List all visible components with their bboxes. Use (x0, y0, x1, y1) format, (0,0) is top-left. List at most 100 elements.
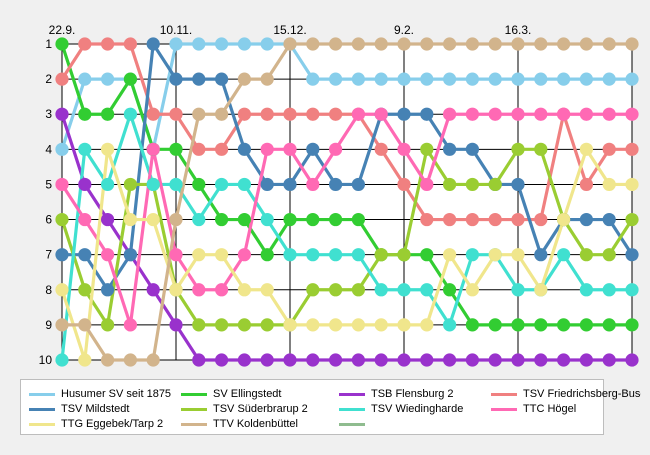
data-point (192, 37, 206, 51)
legend-swatch (29, 407, 55, 411)
data-point (306, 37, 320, 51)
legend-swatch (339, 407, 365, 411)
data-point (55, 283, 69, 297)
data-point (397, 142, 411, 156)
data-point (101, 212, 115, 227)
data-point (465, 142, 479, 156)
data-point (374, 37, 388, 51)
data-point (146, 353, 160, 367)
legend-label: Husumer SV seit 1875 (61, 388, 172, 400)
data-point (306, 212, 320, 227)
data-point (55, 353, 69, 367)
data-point (443, 283, 457, 297)
legend-swatch (181, 392, 207, 396)
data-point (237, 283, 251, 297)
legend-label: TTC Högel (523, 403, 577, 415)
data-point (146, 142, 160, 156)
data-point (101, 283, 115, 297)
data-point (101, 248, 115, 262)
data-point (625, 72, 639, 86)
data-point (579, 72, 594, 86)
data-point (488, 107, 502, 121)
data-point (602, 248, 616, 262)
data-point (55, 107, 69, 121)
data-point (443, 353, 457, 367)
data-point (374, 283, 388, 297)
y-tick-label: 5 (45, 177, 52, 191)
y-tick-label: 6 (45, 213, 52, 227)
data-point (443, 318, 457, 332)
data-point (169, 72, 183, 86)
data-point (397, 318, 411, 332)
data-point (237, 107, 251, 121)
data-point (351, 318, 365, 332)
data-point (602, 212, 616, 227)
data-point (351, 37, 365, 51)
data-point (625, 248, 639, 262)
data-point (215, 353, 229, 367)
data-point (260, 37, 274, 51)
legend-swatch (181, 422, 207, 426)
data-point (329, 318, 343, 332)
data-point (534, 37, 548, 51)
data-point (511, 37, 525, 51)
data-point (283, 107, 297, 121)
data-point (511, 72, 525, 86)
data-point (283, 318, 297, 332)
series-line (62, 42, 634, 292)
data-point (78, 212, 92, 227)
data-point (192, 353, 206, 367)
data-point (260, 212, 274, 227)
data-point (625, 142, 639, 156)
data-point (123, 212, 137, 227)
data-point (625, 353, 639, 367)
data-point (101, 318, 115, 332)
data-point (534, 142, 548, 156)
data-point (511, 177, 525, 192)
data-point (123, 72, 137, 86)
data-point (397, 37, 411, 51)
data-point (101, 107, 115, 121)
data-point (351, 107, 365, 121)
data-point (625, 318, 639, 332)
series-line (60, 147, 632, 362)
data-point (329, 353, 343, 367)
data-point (237, 142, 251, 156)
x-tick-label: 10.11. (160, 23, 192, 37)
data-point (579, 318, 594, 332)
legend-swatch (339, 392, 365, 396)
data-point (192, 142, 206, 156)
legend-label: SV Ellingstedt (213, 388, 282, 400)
data-point (511, 283, 525, 297)
data-point (625, 107, 639, 121)
data-point (602, 283, 616, 297)
data-point (397, 283, 411, 297)
data-point (306, 283, 320, 297)
data-point (443, 142, 457, 156)
data-point (55, 248, 69, 262)
data-point (465, 107, 479, 121)
legend-item: TSV Süderbrarup 2 (181, 401, 308, 417)
data-point (420, 353, 434, 367)
data-point (465, 72, 479, 86)
data-point (123, 248, 137, 262)
legend-swatch (339, 422, 365, 426)
data-point (488, 353, 502, 367)
data-point (329, 37, 343, 51)
data-point (534, 248, 548, 262)
data-point (397, 248, 411, 262)
legend-label: TSV Mildstedt (61, 403, 130, 415)
data-point (169, 177, 183, 192)
data-point (260, 353, 274, 367)
data-point (283, 142, 297, 156)
data-point (579, 353, 594, 367)
data-point (329, 177, 343, 192)
x-tick-label: 22.9. (49, 23, 76, 37)
data-point (443, 72, 457, 86)
data-point (374, 248, 388, 262)
data-point (374, 72, 388, 86)
data-point (329, 107, 343, 121)
data-point (283, 353, 297, 367)
data-point (215, 212, 229, 227)
